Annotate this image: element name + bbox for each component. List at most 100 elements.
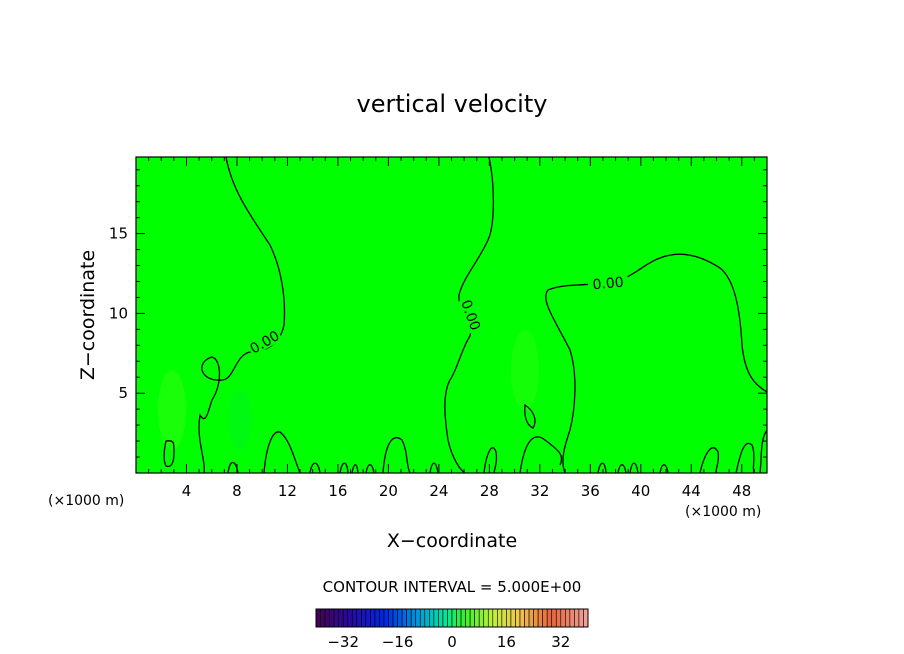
contour-line xyxy=(759,429,768,474)
colorbar-cell xyxy=(456,608,462,628)
colorbar-cell xyxy=(524,608,530,628)
x-tick-label: 48 xyxy=(732,482,751,500)
colorbar-cell xyxy=(465,608,471,628)
colorbar-cell xyxy=(419,608,426,628)
colorbar-cell xyxy=(528,608,534,628)
contour-line xyxy=(365,464,375,474)
colorbar-cell xyxy=(415,608,421,628)
x-tick-label: 36 xyxy=(581,482,600,500)
colorbar-cell xyxy=(370,608,376,628)
contour-line xyxy=(444,156,495,474)
colorbar-cell xyxy=(429,608,435,628)
contour-line xyxy=(659,464,669,474)
colorbar-tick-label: 32 xyxy=(551,633,570,651)
colorbar-cell xyxy=(315,608,321,628)
colorbar-cell xyxy=(542,608,548,628)
colorbar-cell xyxy=(406,608,412,628)
colorbar-cell xyxy=(565,608,571,628)
contour-line xyxy=(429,462,439,474)
colorbar-cell xyxy=(451,608,457,628)
colorbar-cell xyxy=(574,608,580,628)
contour-line xyxy=(351,464,359,474)
colorbar xyxy=(315,608,589,628)
colorbar-cell xyxy=(329,608,335,628)
field-variation xyxy=(511,330,539,410)
colorbar-tick-label: 16 xyxy=(497,633,516,651)
x-tick-label: 32 xyxy=(530,482,549,500)
contour-line xyxy=(519,436,563,474)
colorbar-cell xyxy=(487,608,494,628)
colorbar-tick-label: 0 xyxy=(447,633,457,651)
x-tick-label: 44 xyxy=(682,482,701,500)
colorbar-cell xyxy=(392,608,398,628)
y-tick-label: 15 xyxy=(109,225,128,243)
colorbar-cell xyxy=(533,608,539,628)
colorbar-cell xyxy=(438,608,444,628)
contour-line xyxy=(735,442,755,474)
colorbar-cell xyxy=(537,608,543,628)
colorbar-ticks: −32 −16 0 16 32 xyxy=(327,633,570,651)
colorbar-cell xyxy=(492,608,498,628)
colorbar-cell xyxy=(474,608,480,628)
chart-title: vertical velocity xyxy=(357,90,548,118)
plot-field xyxy=(136,157,767,473)
colorbar-cell xyxy=(583,608,589,628)
colorbar-frame xyxy=(315,608,589,628)
x-tick-label: 4 xyxy=(182,482,192,500)
colorbar-cell xyxy=(546,608,553,628)
colorbar-cell xyxy=(410,608,417,628)
x-unit-right: (×1000 m) xyxy=(685,504,761,520)
x-tick-label: 28 xyxy=(480,482,499,500)
colorbar-cell xyxy=(519,608,525,628)
colorbar-cell xyxy=(383,608,389,628)
y-tick-label: 10 xyxy=(109,304,128,322)
colorbar-cell xyxy=(379,608,385,628)
colorbar-cell xyxy=(342,608,349,628)
colorbar-cell xyxy=(483,608,489,628)
contour-line xyxy=(309,462,321,474)
y-tick-label: 5 xyxy=(118,384,128,402)
colorbar-cell xyxy=(324,608,330,628)
colorbar-cell xyxy=(506,608,512,628)
x-tick-label: 16 xyxy=(328,482,347,500)
colorbar-cell xyxy=(447,608,453,628)
contour-line xyxy=(198,156,286,474)
x-unit-left: (×1000 m) xyxy=(48,493,124,509)
colorbar-cell xyxy=(510,608,516,628)
x-tick-label: 40 xyxy=(631,482,650,500)
colorbar-cell xyxy=(347,608,353,628)
x-tick-label: 24 xyxy=(429,482,448,500)
contour-line xyxy=(629,462,639,474)
colorbar-cell xyxy=(401,608,407,628)
field-variation xyxy=(158,370,186,450)
colorbar-cell xyxy=(365,608,371,628)
colorbar-cell xyxy=(501,608,507,628)
colorbar-cell xyxy=(388,608,394,628)
colorbar-cell xyxy=(356,608,362,628)
contour-line xyxy=(597,462,607,474)
colorbar-cell xyxy=(578,608,584,628)
contour-line xyxy=(263,431,301,474)
contour-line xyxy=(163,440,175,468)
colorbar-cell xyxy=(515,608,521,628)
colorbar-cell xyxy=(460,608,466,628)
colorbar-cell xyxy=(497,608,503,628)
colorbar-cell xyxy=(555,608,562,628)
contour-line xyxy=(617,464,627,474)
contour-line xyxy=(339,462,349,474)
y-axis-label: Z−coordinate xyxy=(77,250,99,380)
colorbar-cell xyxy=(433,608,439,628)
colorbar-tick-label: −32 xyxy=(327,633,359,651)
contour-line xyxy=(524,403,536,429)
colorbar-cell xyxy=(320,608,326,628)
contour-line xyxy=(382,437,411,474)
colorbar-cell xyxy=(374,608,380,628)
contour-label: 0.00 xyxy=(592,275,624,294)
field-variation xyxy=(228,390,252,450)
colorbar-cell xyxy=(551,608,557,628)
x-tick-label: 12 xyxy=(278,482,297,500)
colorbar-cell xyxy=(333,608,339,628)
colorbar-tick-label: −16 xyxy=(382,633,414,651)
